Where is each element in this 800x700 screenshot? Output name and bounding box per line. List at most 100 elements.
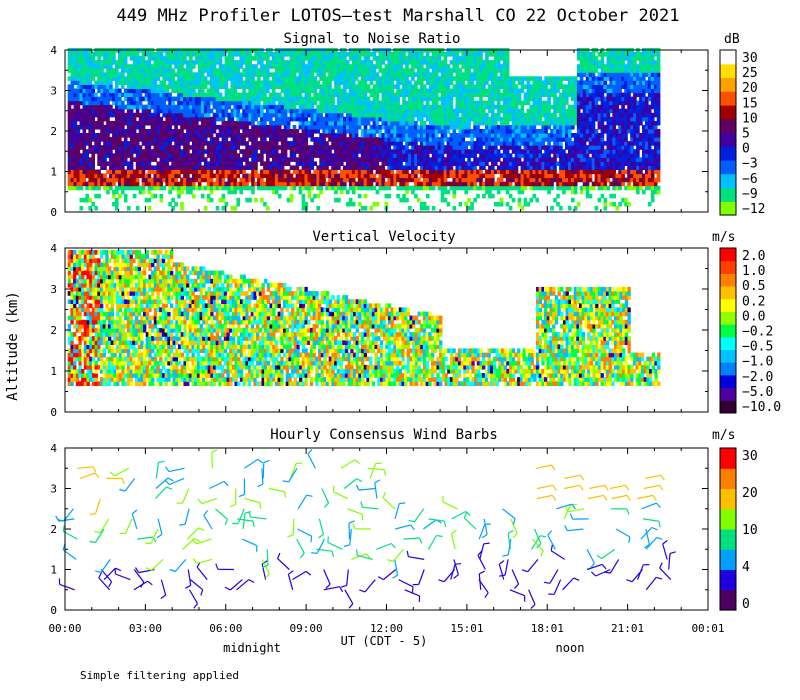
- wind-barb-flag: [479, 570, 485, 575]
- colorbar-swatch: [720, 400, 736, 414]
- wind-barb-flag: [507, 529, 514, 534]
- colorbar-tick-label: 4: [742, 560, 750, 575]
- colorbar-swatch: [720, 187, 736, 202]
- colorbar-tick-label: 0.2: [742, 294, 765, 309]
- wind-barb-flag: [590, 571, 597, 577]
- wind-barb: [408, 556, 425, 560]
- wind-barb: [182, 538, 195, 550]
- colorbar-tick-label: 20: [742, 81, 758, 96]
- colorbar-swatch: [720, 132, 736, 147]
- wind-barb: [443, 569, 456, 583]
- wind-barb: [404, 589, 420, 597]
- wind-barb-flag: [277, 552, 281, 559]
- y-tick-label: 1: [50, 564, 57, 577]
- colorbar-swatch: [720, 529, 736, 550]
- wind-barb: [277, 558, 290, 570]
- wind-barb-flag: [223, 481, 229, 487]
- wind-barb-flag: [89, 540, 96, 544]
- wind-barb: [362, 506, 379, 510]
- wind-barb: [229, 579, 243, 591]
- y-tick-label: 1: [50, 166, 57, 179]
- wind-barb-flag: [483, 542, 490, 545]
- wind-barb-flag: [410, 524, 415, 531]
- wind-barb-flag: [352, 522, 356, 530]
- wind-barb-flag: [144, 542, 152, 545]
- wind-barb: [150, 528, 159, 544]
- wind-barb-flag: [656, 576, 663, 580]
- wind-barb: [63, 530, 78, 540]
- snr-panel: [64, 48, 709, 213]
- wind-barb-flag: [551, 464, 556, 471]
- wind-barb: [403, 537, 420, 540]
- wind-unit-label: m/s: [712, 428, 735, 443]
- wind-barb: [262, 462, 265, 479]
- wind-barb: [550, 550, 566, 560]
- wind-barb-flag: [390, 543, 396, 549]
- wind-barb: [77, 466, 94, 469]
- wind-barb-flag: [348, 520, 355, 524]
- colorbar-swatch: [720, 77, 736, 92]
- wind-barb: [115, 573, 131, 581]
- x-tick-label: 03:00: [129, 622, 162, 635]
- wind-barb: [527, 559, 539, 573]
- wind-barb: [157, 518, 163, 535]
- wind-barb: [196, 566, 208, 580]
- wind-barb: [196, 538, 212, 545]
- wind-barb-flag: [109, 471, 116, 477]
- wind-barb: [601, 548, 616, 559]
- colorbar-tick-label: 15: [742, 96, 758, 111]
- wind-barb-flag: [374, 479, 381, 484]
- wind-barb-flag: [165, 466, 170, 472]
- colorbar-tick-label: −5.0: [742, 385, 773, 400]
- y-tick-label: 4: [50, 44, 57, 57]
- wind-barb-flag: [481, 534, 488, 539]
- wind-barb: [296, 538, 305, 554]
- wind-barb: [563, 504, 572, 520]
- wind-barb: [209, 480, 225, 490]
- wind-barb: [615, 528, 631, 538]
- wind-barb-flag: [669, 551, 676, 555]
- wind-barb-flag: [652, 495, 657, 501]
- wind-barb: [537, 484, 554, 490]
- wind-barb: [364, 579, 376, 593]
- wind-barb: [155, 462, 160, 479]
- colorbar-swatch: [720, 298, 736, 312]
- y-tick-label: 3: [50, 483, 57, 496]
- wind-barb: [250, 516, 267, 520]
- wind-barb: [453, 559, 459, 575]
- wind-barb: [479, 543, 485, 560]
- wind-barb: [154, 486, 167, 500]
- colorbar-tick-label: 0.0: [742, 309, 765, 324]
- wind-barb-flag: [167, 477, 174, 482]
- wind-barb: [641, 502, 657, 510]
- wind-barb: [586, 563, 603, 571]
- wind-barb-flag: [552, 484, 557, 491]
- wind-barb: [413, 508, 425, 523]
- wind-barb: [502, 508, 516, 520]
- wind-barb-flag: [185, 584, 191, 589]
- wind-barb: [587, 494, 604, 500]
- wind-barb: [394, 559, 399, 576]
- wind-barb: [266, 549, 269, 566]
- wind-barb-flag: [604, 571, 611, 574]
- velocity-unit-label: m/s: [712, 230, 735, 245]
- wind-barb-flag: [200, 589, 204, 596]
- wind-barb-flag: [264, 573, 270, 579]
- wind-barb: [316, 538, 326, 554]
- wind-barb-flag: [311, 552, 318, 554]
- snr-panel-title: Signal to Noise Ratio: [283, 31, 460, 47]
- wind-barb-flag: [238, 493, 245, 498]
- colorbar-swatch: [720, 146, 736, 161]
- wind-barb-flag: [601, 564, 607, 570]
- wind-barb-flag: [299, 552, 305, 559]
- wind-barb: [631, 569, 643, 583]
- wind-barb: [100, 559, 111, 573]
- wind-barb-flag: [145, 567, 152, 571]
- wind-barb-flag: [94, 472, 100, 478]
- wind-barb: [645, 474, 662, 479]
- wind-barb: [287, 574, 294, 590]
- wind-barb-flag: [166, 486, 173, 490]
- wind-barb-flag: [573, 577, 580, 581]
- wind-barb-flag: [626, 495, 631, 501]
- wind-barb-flag: [98, 572, 103, 579]
